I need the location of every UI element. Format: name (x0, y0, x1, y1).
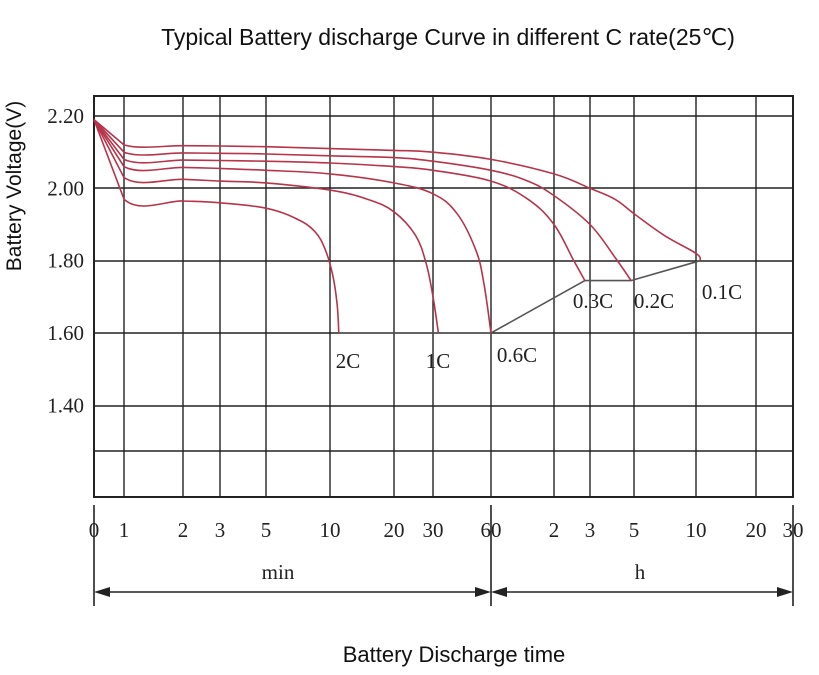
curve-0_6C (93, 119, 492, 334)
x-tick-label-min: 5 (261, 518, 272, 542)
rate-label: 0.1C (702, 280, 742, 304)
y-tick-label: 2.20 (47, 104, 84, 128)
x-tick-label-h: 3 (585, 518, 596, 542)
x-tick-label-min: 2 (178, 518, 189, 542)
end-voltage-path (338, 259, 701, 334)
rate-labels: 2C 1C 0.6C 0.3C 0.2C 0.1C (336, 280, 742, 373)
x-tick-label-min: 10 (320, 518, 341, 542)
unit-min-label: min (262, 560, 295, 584)
rate-label: 0.6C (497, 343, 537, 367)
arrow-head-left (491, 587, 507, 597)
y-tick-labels: 2.20 2.00 1.80 1.60 1.40 (47, 104, 84, 417)
y-tick-label: 1.40 (47, 393, 84, 417)
y-axis-label: Battery Voltage(V) (3, 101, 26, 271)
x-tick-label-min: 3 (215, 518, 226, 542)
x-tick-label-h: 5 (629, 518, 640, 542)
x-axis-label: Battery Discharge time (343, 642, 566, 667)
arrow-head-left (94, 587, 110, 597)
x-tick-label-min: 1 (119, 518, 130, 542)
arrow-head-right (777, 587, 793, 597)
y-tick-label: 1.80 (47, 249, 84, 273)
rate-label: 0.2C (634, 289, 674, 313)
curve-0_1C (93, 118, 702, 262)
x-tick-label-h: 20 (746, 518, 767, 542)
unit-h-label: h (635, 560, 646, 584)
x-tick-label-h: 10 (686, 518, 707, 542)
rate-label: 1C (426, 349, 451, 373)
curve-0_3C (93, 119, 586, 281)
arrow-head-right (475, 587, 491, 597)
curve-1C (93, 119, 440, 334)
curve-0_2C (93, 119, 632, 282)
y-tick-label: 1.60 (47, 321, 84, 345)
grid (93, 95, 794, 498)
x-tick-label-h: 2 (549, 518, 560, 542)
x-tick-label-min: 30 (423, 518, 444, 542)
rate-label: 2C (336, 349, 361, 373)
rate-label: 0.3C (573, 289, 613, 313)
curve-2C (93, 119, 340, 334)
plot-frame (93, 95, 794, 498)
x-tick-label-min: 20 (384, 518, 405, 542)
end-voltage-line (338, 259, 701, 334)
y-tick-label: 2.00 (47, 176, 84, 200)
chart-title: Typical Battery discharge Curve in diffe… (161, 24, 735, 50)
discharge-curves (93, 118, 702, 334)
time-units: min h (93, 505, 794, 606)
